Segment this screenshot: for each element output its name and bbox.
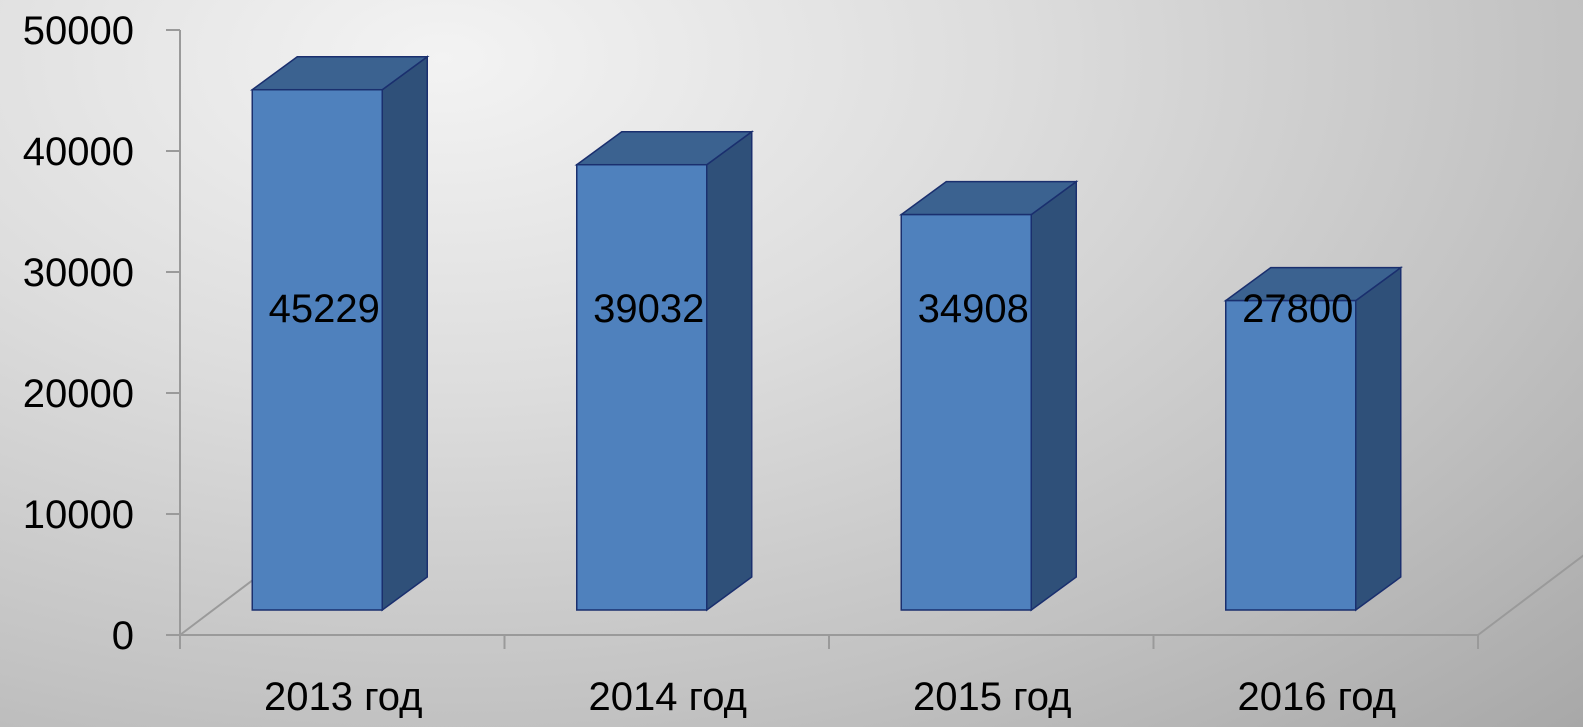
bar-front-face (576, 163, 708, 611)
data-label: 39032 (593, 287, 704, 331)
bar-side-face (1355, 266, 1402, 612)
category-label: 2015 год (913, 675, 1072, 719)
data-label: 27800 (1242, 287, 1353, 331)
bar: 39032 (574, 130, 755, 612)
category-label: 2013 год (264, 675, 423, 719)
bar-front-face (900, 213, 1032, 611)
y-tick-label: 50000 (23, 9, 134, 53)
y-tick-label: 30000 (23, 251, 134, 295)
y-tick-labels: 0 10000 20000 30000 40000 50000 (23, 9, 180, 658)
floor-right-edge (1477, 554, 1583, 636)
bar-side-face (381, 55, 428, 612)
data-label: 34908 (918, 287, 1029, 331)
data-label: 45229 (269, 287, 380, 331)
category-label: 2016 год (1237, 675, 1396, 719)
bar-front-face (1225, 299, 1357, 611)
axes (179, 30, 1583, 649)
bar-side-face (1030, 180, 1077, 612)
bar: 34908 (898, 180, 1079, 612)
bar: 45229 (249, 55, 430, 612)
category-labels: 2013 год 2014 год 2015 год 2016 год (264, 675, 1396, 719)
y-tick-label: 10000 (23, 493, 134, 537)
y-tick-label: 20000 (23, 372, 134, 416)
y-tick-label: 0 (112, 614, 134, 658)
category-label: 2014 год (588, 675, 747, 719)
bar: 27800 (1223, 266, 1404, 612)
bar-front-face (251, 88, 383, 611)
bar-side-face (706, 130, 753, 612)
y-tick-label: 40000 (23, 130, 134, 174)
bars: 45229 39032 34908 27800 (249, 55, 1404, 612)
